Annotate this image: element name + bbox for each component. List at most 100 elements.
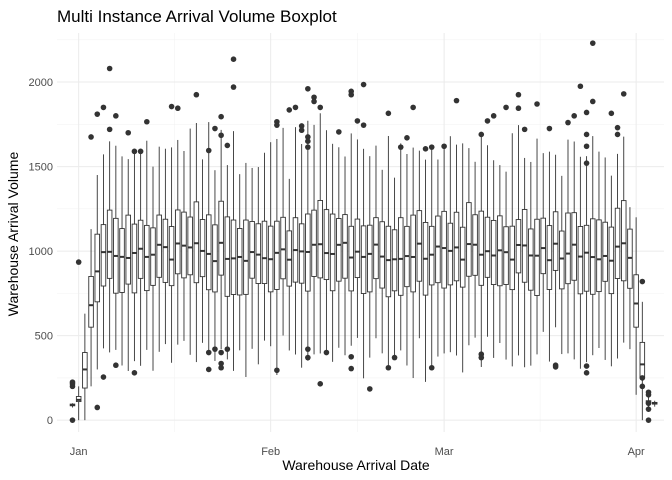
outlier-point	[404, 135, 410, 141]
box-day	[552, 154, 559, 328]
outlier-point	[645, 417, 652, 423]
box-iqr	[230, 219, 237, 295]
outlier-point	[515, 91, 522, 98]
outlier-point	[608, 110, 615, 117]
box-day	[94, 175, 101, 370]
x-axis-ticks: Jan Feb Mar Apr	[70, 446, 645, 458]
box-day	[497, 165, 503, 344]
box-iqr	[416, 210, 423, 282]
outlier-point	[441, 143, 447, 150]
outlier-point	[490, 113, 497, 119]
box-iqr	[205, 214, 212, 291]
outlier-point	[131, 370, 138, 376]
box-iqr	[236, 228, 243, 296]
box-iqr	[478, 210, 485, 286]
outlier-point	[577, 83, 584, 90]
box-iqr	[552, 211, 559, 271]
outlier-point	[106, 126, 113, 133]
outlier-point	[478, 354, 485, 361]
outlier-point	[168, 103, 175, 110]
box-day	[540, 153, 546, 332]
box-iqr	[336, 218, 342, 282]
outlier-point	[453, 97, 460, 104]
box-day	[205, 122, 212, 353]
box-day	[453, 144, 460, 356]
box-day	[422, 159, 429, 382]
box-iqr	[119, 228, 125, 293]
box-iqr	[385, 225, 392, 298]
box-iqr	[317, 200, 323, 279]
box-day	[336, 147, 342, 348]
outlier-point	[348, 365, 355, 372]
box-iqr	[534, 218, 540, 296]
outlier-point	[113, 113, 119, 119]
outlier-point	[478, 131, 485, 138]
box-day	[490, 160, 497, 358]
outlier-point	[391, 354, 398, 361]
box-day	[113, 145, 119, 350]
box-day	[528, 161, 534, 366]
outlier-point	[571, 113, 577, 119]
outlier-point	[218, 349, 224, 356]
box-iqr	[261, 220, 268, 285]
box-day	[175, 139, 181, 345]
outlier-point	[292, 104, 299, 111]
outlier-point	[205, 366, 212, 373]
outlier-point	[205, 349, 212, 356]
box-day	[509, 133, 516, 367]
box-iqr	[88, 276, 94, 328]
x-tick-label: Mar	[435, 446, 454, 458]
outlier-point	[305, 85, 311, 92]
box-iqr	[398, 217, 404, 296]
box-iqr	[360, 225, 367, 294]
outlier-point	[224, 346, 231, 352]
box-day	[459, 143, 466, 373]
box-iqr	[614, 207, 621, 279]
box-day	[534, 138, 540, 355]
box-day	[243, 162, 249, 377]
box-iqr	[218, 200, 224, 276]
outlier-point	[366, 386, 373, 392]
box-day	[193, 123, 200, 363]
box-iqr	[515, 219, 522, 274]
y-tick-label: 2000	[29, 77, 53, 89]
outlier-point	[230, 56, 237, 63]
box-day	[199, 159, 206, 343]
box-day	[329, 143, 336, 362]
box-iqr	[391, 229, 398, 292]
x-axis-title: Warehouse Arrival Date	[282, 457, 430, 473]
outlier-point	[385, 110, 392, 117]
box-iqr	[131, 223, 138, 294]
box-iqr	[274, 220, 280, 290]
outlier-point	[360, 81, 367, 88]
box-iqr	[373, 217, 379, 280]
box-iqr	[298, 223, 305, 284]
outlier-point	[336, 129, 342, 135]
box-day	[323, 130, 330, 353]
box-day	[187, 128, 193, 355]
box-iqr	[509, 225, 516, 291]
box-iqr	[199, 219, 206, 278]
outlier-point	[106, 65, 113, 72]
box-iqr	[583, 224, 590, 292]
box-iqr	[633, 274, 639, 328]
outlier-point	[583, 131, 590, 138]
outlier-point	[212, 346, 218, 352]
outlier-point	[385, 364, 392, 371]
box-iqr	[100, 224, 107, 287]
box-day	[150, 166, 156, 371]
box-day	[577, 156, 584, 369]
outlier-point	[69, 379, 76, 385]
outlier-point	[552, 364, 559, 370]
y-axis-ticks: 0 500 1000 1500 2000	[29, 77, 53, 427]
box-iqr	[447, 222, 454, 286]
box-day	[82, 313, 88, 421]
outlier-point	[645, 400, 652, 407]
box-day	[478, 133, 485, 367]
box-iqr	[243, 219, 249, 295]
outlier-point	[298, 127, 305, 134]
outlier-point	[205, 147, 212, 154]
box-iqr	[342, 214, 348, 279]
box-iqr	[596, 219, 602, 293]
box-day	[144, 140, 150, 350]
